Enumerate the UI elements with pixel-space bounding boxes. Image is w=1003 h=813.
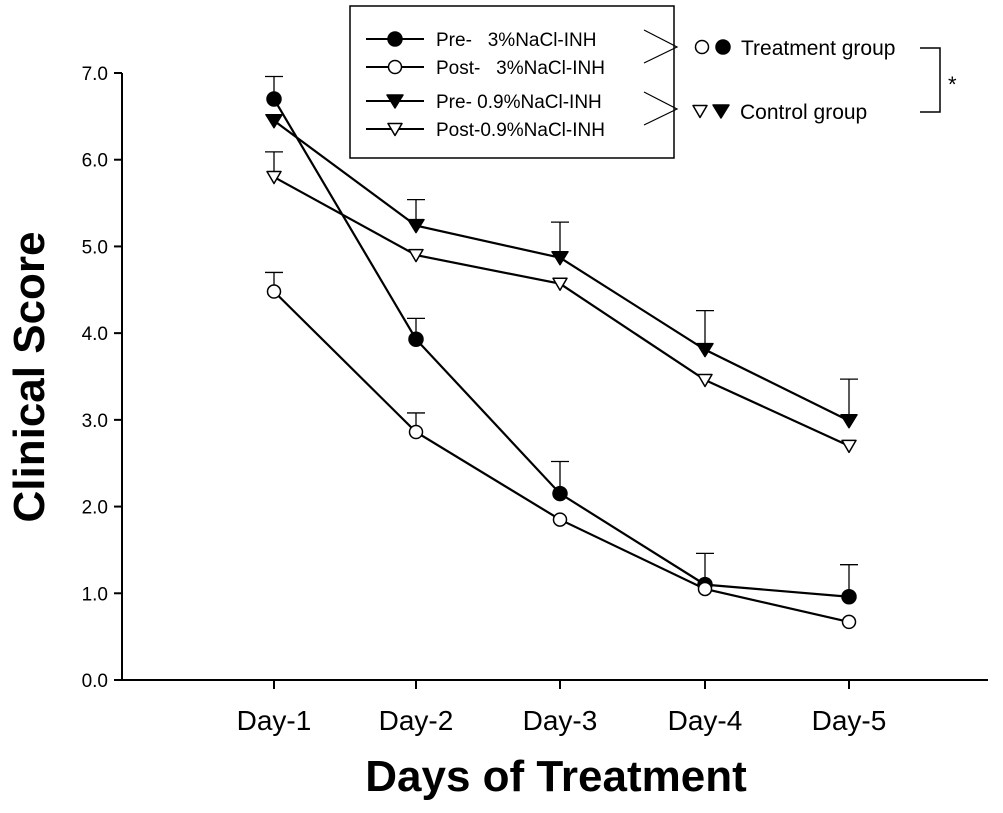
control-group-text: Control group <box>740 101 867 124</box>
y-tick-label-1: 1.0 <box>82 584 108 605</box>
x-tick-label-4: Day-5 <box>812 705 887 736</box>
connector-treatment <box>643 29 679 64</box>
legend-label-pre-3: Pre- 3%NaCl-INH <box>436 30 596 51</box>
point-pre-3-0 <box>266 91 282 107</box>
legend-label-post-3: Post- 3%NaCl-INH <box>436 58 605 79</box>
x-tick-label-1: Day-2 <box>379 705 454 736</box>
x-axis-ticks: Day-1 Day-2 Day-3 Day-4 Day-5 <box>237 680 887 736</box>
point-pre-09-2 <box>551 250 569 266</box>
legend-label-post-09: Post-0.9%NaCl-INH <box>436 120 605 141</box>
point-post-3-0 <box>266 284 282 299</box>
y-axis-ticks: 0.0 1.0 2.0 3.0 4.0 5.0 6.0 7.0 <box>82 64 122 692</box>
x-tick-label-3: Day-4 <box>668 705 743 736</box>
significance-marker: * <box>948 72 957 97</box>
point-post-09-4 <box>841 439 857 454</box>
point-post-09-3 <box>697 373 713 388</box>
point-pre-3-1 <box>408 331 424 347</box>
significance-bracket <box>920 47 941 113</box>
point-pre-09-4 <box>840 413 858 429</box>
point-post-3-3 <box>697 581 713 597</box>
connector-control <box>643 91 679 126</box>
point-post-3-2 <box>552 512 568 527</box>
point-pre-3-2 <box>552 485 568 502</box>
point-post-09-2 <box>552 277 568 291</box>
legend-box <box>349 5 675 159</box>
series-post-09 <box>265 151 857 454</box>
x-tick-label-0: Day-1 <box>237 705 312 736</box>
series-layer <box>265 75 858 630</box>
legend-marker-post-3 <box>387 59 403 75</box>
control-group-label: Control group <box>692 101 867 124</box>
y-tick-label-3: 3.0 <box>82 411 108 432</box>
legend-marker-pre-3 <box>387 31 403 47</box>
y-tick-label-2: 2.0 <box>82 498 108 519</box>
point-post-3-1 <box>408 424 424 440</box>
x-tick-label-2: Day-3 <box>523 705 598 736</box>
point-pre-09-3 <box>696 342 714 358</box>
treatment-open-circle-icon <box>694 39 710 55</box>
point-pre-3-4 <box>841 589 857 605</box>
legend: Pre- 3%NaCl-INH Post- 3%NaCl-INH Pre- 0.… <box>349 5 679 159</box>
y-axis-title: Clinical Score <box>5 231 54 522</box>
treatment-group-text: Treatment group <box>741 37 895 60</box>
line-post-3 <box>273 290 850 623</box>
y-tick-label-6: 6.0 <box>82 151 108 172</box>
series-post-3 <box>265 271 857 630</box>
y-tick-label-7: 7.0 <box>82 64 108 85</box>
point-post-3-4 <box>841 614 857 630</box>
legend-label-pre-09: Pre- 0.9%NaCl-INH <box>436 92 602 113</box>
control-filled-triangle-icon <box>712 104 730 119</box>
treatment-filled-circle-icon <box>715 39 731 55</box>
y-tick-label-0: 0.0 <box>82 671 108 692</box>
x-axis-title: Days of Treatment <box>365 752 747 801</box>
y-tick-label-5: 5.0 <box>82 237 108 258</box>
series-pre-09 <box>265 113 858 429</box>
series-pre-3 <box>265 75 858 605</box>
y-tick-label-4: 4.0 <box>82 324 108 345</box>
control-open-triangle-icon <box>692 104 708 119</box>
line-post-09 <box>273 176 850 447</box>
treatment-group-label: Treatment group <box>694 37 895 60</box>
point-post-09-0 <box>266 170 282 185</box>
